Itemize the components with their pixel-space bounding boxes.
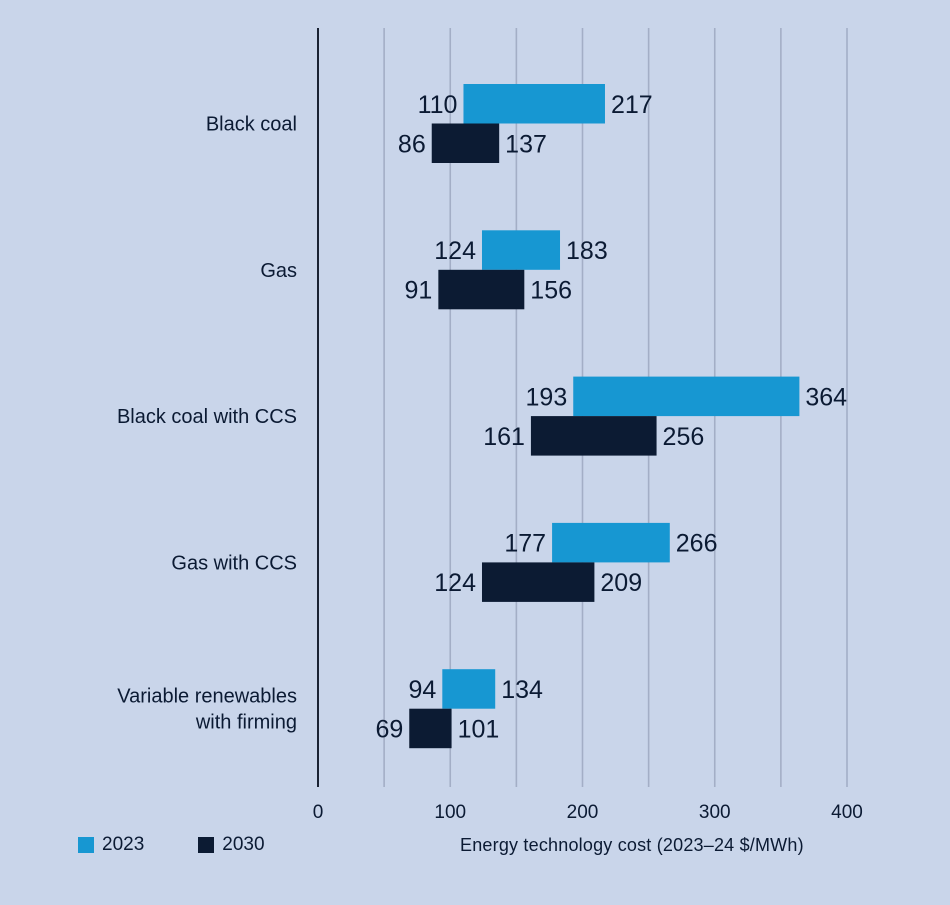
bar-low-label-2030-3: 124	[434, 569, 476, 597]
category-label-4-line0: Variable renewables	[117, 686, 297, 708]
bar-high-label-2023-2: 364	[805, 383, 847, 411]
bar-high-label-2030-3: 209	[600, 569, 642, 597]
x-tick-label-0: 0	[313, 802, 324, 823]
bar-low-label-2030-4: 69	[375, 715, 403, 743]
bar-2023-1	[481, 230, 561, 270]
bar-high-label-2023-3: 266	[676, 530, 718, 558]
bar-2023-4	[442, 669, 496, 709]
x-axis-title: Energy technology cost (2023–24 $/MWh)	[460, 835, 804, 855]
category-label-4-line1: with firming	[195, 712, 297, 734]
legend-item-2023: 2023	[78, 834, 144, 856]
bar-high-label-2023-4: 134	[501, 676, 543, 704]
bar-2023-2	[573, 376, 800, 417]
bar-low-label-2023-4: 94	[409, 676, 437, 704]
bar-2030-2	[530, 416, 657, 456]
bar-low-label-2030-2: 161	[483, 423, 525, 451]
bar-low-label-2023-3: 177	[504, 530, 546, 558]
bar-low-label-2023-1: 124	[434, 237, 476, 265]
bar-low-label-2023-0: 110	[418, 91, 458, 119]
bar-2030-1	[438, 269, 525, 310]
x-tick-label-100: 100	[434, 802, 466, 823]
bar-high-label-2023-1: 183	[566, 237, 608, 265]
legend-label-2023: 2023	[102, 834, 145, 855]
bar-2030-0	[431, 123, 500, 163]
x-tick-label-200: 200	[567, 802, 599, 823]
bar-low-label-2023-2: 193	[526, 383, 568, 411]
bar-high-label-2030-1: 156	[530, 277, 572, 305]
bar-low-label-2030-1: 91	[405, 277, 433, 305]
legend: 2023 2030	[78, 834, 319, 856]
bar-high-label-2030-2: 256	[663, 423, 705, 451]
bar-high-label-2030-0: 137	[505, 130, 547, 158]
bar-2030-4	[409, 708, 452, 749]
bar-2030-3	[481, 562, 595, 602]
bar-2023-0	[463, 84, 605, 124]
legend-swatch-2023	[78, 837, 94, 853]
x-tick-label-400: 400	[831, 802, 863, 823]
bar-low-label-2030-0: 86	[398, 130, 426, 158]
bar-2023-3	[552, 522, 670, 563]
legend-item-2030: 2030	[198, 834, 265, 856]
legend-label-2030: 2030	[222, 834, 265, 855]
bar-high-label-2023-0: 217	[611, 91, 653, 119]
category-label-0: Black coal	[206, 114, 297, 136]
category-label-1: Gas	[260, 260, 297, 282]
category-label-3: Gas with CCS	[171, 552, 297, 574]
x-tick-label-300: 300	[699, 802, 731, 823]
legend-swatch-2030	[198, 837, 215, 853]
category-label-2: Black coal with CCS	[117, 406, 297, 428]
bar-high-label-2030-4: 101	[458, 715, 500, 743]
